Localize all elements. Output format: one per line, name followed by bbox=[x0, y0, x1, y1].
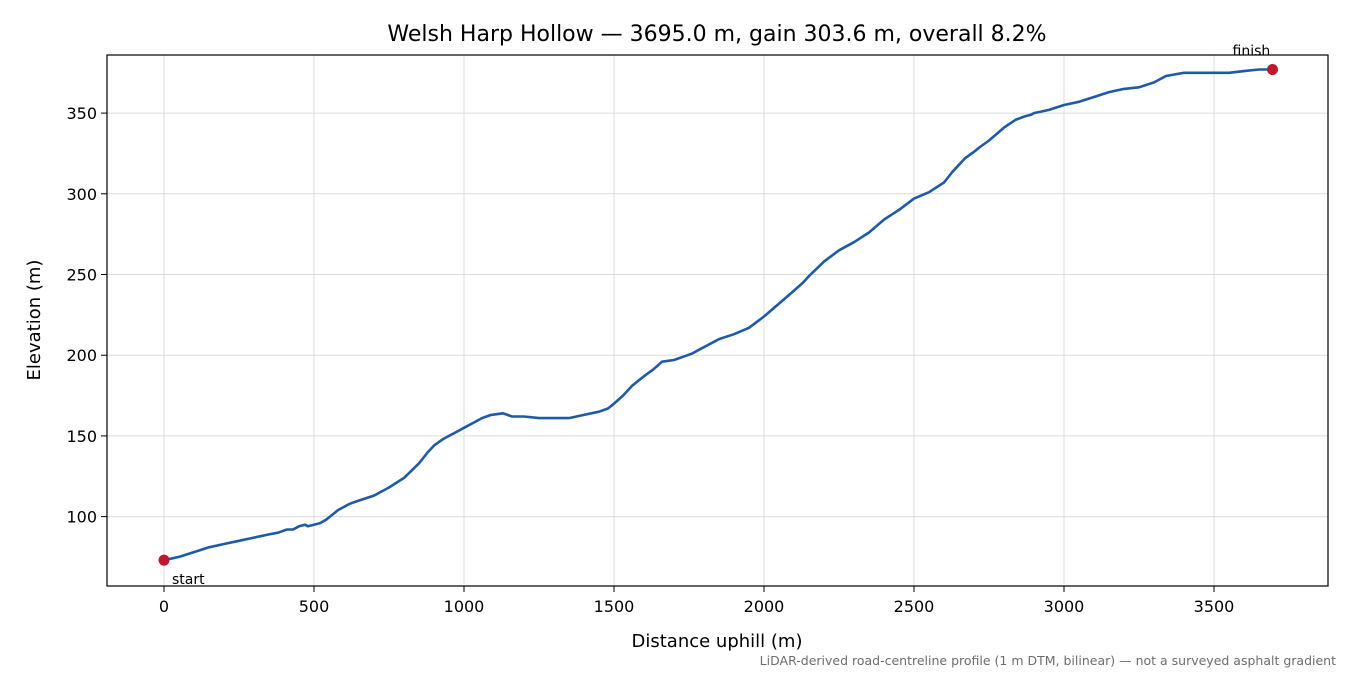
finish-label: finish bbox=[1233, 44, 1271, 60]
x-tick-label: 3500 bbox=[1194, 597, 1235, 616]
footnote: LiDAR-derived road-centreline profile (1… bbox=[760, 653, 1336, 668]
grid-lines bbox=[107, 55, 1328, 586]
finish-marker bbox=[1267, 64, 1278, 76]
y-tick-label: 350 bbox=[66, 104, 97, 123]
y-tick-label: 200 bbox=[66, 346, 97, 365]
x-tick-label: 1500 bbox=[594, 597, 635, 616]
y-tick-label: 150 bbox=[66, 427, 97, 446]
x-tick-label: 0 bbox=[159, 597, 169, 616]
chart-title: Welsh Harp Hollow — 3695.0 m, gain 303.6… bbox=[387, 22, 1046, 47]
x-axis-label: Distance uphill (m) bbox=[632, 631, 803, 652]
y-tick-label: 300 bbox=[66, 185, 97, 204]
plot-frame bbox=[106, 54, 1329, 587]
elevation-line bbox=[162, 68, 1274, 562]
x-tick-label: 3000 bbox=[1044, 597, 1085, 616]
x-tick-label: 2000 bbox=[744, 597, 785, 616]
x-tick-label: 500 bbox=[299, 597, 330, 616]
axis-ticks: 0 500 1000 1500 2000 2500 3000 3500 100 150 200 250… bbox=[66, 104, 1234, 616]
y-tick-label: 250 bbox=[66, 266, 97, 285]
y-axis-label: Elevation (m) bbox=[24, 260, 45, 381]
start-label: start bbox=[172, 572, 205, 588]
x-tick-label: 1000 bbox=[444, 597, 485, 616]
x-tick-label: 2500 bbox=[894, 597, 935, 616]
y-tick-label: 100 bbox=[66, 508, 97, 527]
start-marker bbox=[158, 554, 170, 566]
series-layer: start finish bbox=[158, 44, 1278, 588]
